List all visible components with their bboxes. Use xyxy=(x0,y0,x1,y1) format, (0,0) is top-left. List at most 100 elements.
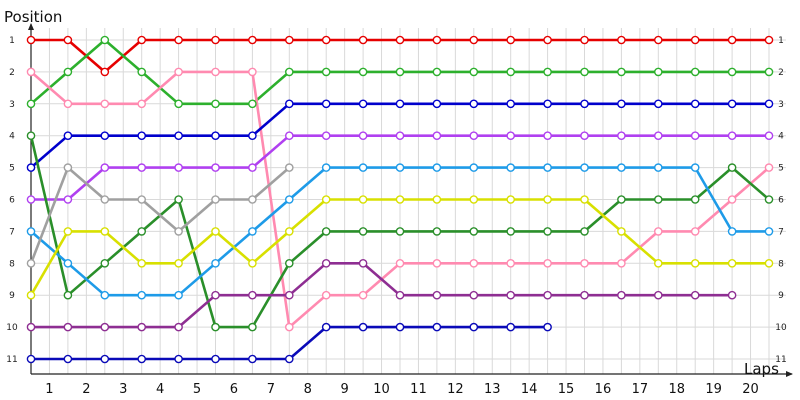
series-4-point xyxy=(211,131,220,140)
series-4-point xyxy=(284,99,294,109)
series-6-point xyxy=(727,163,737,172)
series-1-point xyxy=(358,35,368,45)
series-9-point xyxy=(211,195,220,204)
x-tick-label: 8 xyxy=(304,382,312,397)
x-tick-label: 13 xyxy=(484,382,501,397)
series-4-point xyxy=(395,99,405,109)
series-4-point xyxy=(580,99,589,109)
series-10-point xyxy=(358,258,368,268)
series-7-point xyxy=(137,290,146,300)
series-9-point xyxy=(174,227,183,236)
series-4-point xyxy=(506,99,516,109)
series-6-point xyxy=(248,322,257,332)
series-11-point xyxy=(358,322,368,332)
y-tick-label-left: 11 xyxy=(6,355,17,365)
series-1-point xyxy=(395,35,405,45)
x-tick-label: 6 xyxy=(230,382,238,397)
series-8-point xyxy=(211,227,220,236)
series-6-point xyxy=(654,195,663,204)
series-10-point xyxy=(211,290,220,300)
series-5-point xyxy=(690,131,700,140)
series-7-point xyxy=(506,163,516,172)
series-8-point xyxy=(284,227,294,236)
series-10-point xyxy=(26,322,36,332)
series-3-point xyxy=(506,258,516,268)
series-1-point xyxy=(432,35,442,45)
series-3-point xyxy=(321,290,331,300)
series-1-point xyxy=(506,35,516,45)
series-2-point xyxy=(395,67,405,77)
series-11-point xyxy=(506,322,516,332)
x-tick-label: 9 xyxy=(341,382,349,397)
series-1-point xyxy=(321,35,331,45)
series-4-point xyxy=(617,99,626,109)
series-6-point xyxy=(506,227,516,236)
series-8-point xyxy=(100,227,110,236)
series-1-point xyxy=(211,35,220,45)
series-6-point xyxy=(358,227,368,236)
series-5-point xyxy=(358,131,368,140)
series-11-point xyxy=(321,322,331,332)
y-tick-label-left: 5 xyxy=(9,164,15,174)
y-tick-label-left: 4 xyxy=(9,132,15,142)
y-tick-label-right: 5 xyxy=(778,164,784,174)
y-tick-label-right: 2 xyxy=(778,68,784,78)
series-7-point xyxy=(358,163,368,172)
y-tick-label-right: 4 xyxy=(778,132,784,142)
x-tick-label: 7 xyxy=(267,382,275,397)
y-tick-label-right: 10 xyxy=(775,323,787,333)
series-1-point xyxy=(63,35,73,45)
series-11-point xyxy=(432,322,442,332)
x-axis-arrow xyxy=(786,371,793,377)
series-1-point xyxy=(727,35,737,45)
series-line-9 xyxy=(29,166,291,265)
y-axis-title: Position xyxy=(4,8,62,26)
series-11-point xyxy=(63,354,73,364)
series-4-point xyxy=(654,99,663,109)
series-6-point xyxy=(137,227,146,236)
y-tick-label-left: 3 xyxy=(9,100,15,110)
series-11-point xyxy=(100,354,110,364)
series-2-point xyxy=(248,99,257,109)
series-10-point xyxy=(727,290,737,300)
series-5-point xyxy=(469,131,479,140)
series-3-point xyxy=(432,258,442,268)
series-2-point xyxy=(690,67,700,77)
series-7-point xyxy=(617,163,626,172)
series-7-point xyxy=(543,163,552,172)
y-tick-label-left: 8 xyxy=(9,259,15,269)
series-4-point xyxy=(26,163,36,172)
series-3-point xyxy=(26,67,36,77)
y-tick-label-right: 1 xyxy=(778,36,784,46)
series-2-point xyxy=(727,67,737,77)
series-4-point xyxy=(174,131,183,140)
series-1-point xyxy=(174,35,183,45)
series-3-point xyxy=(764,163,774,172)
series-6-point xyxy=(469,227,479,236)
series-4-point xyxy=(469,99,479,109)
series-3-point xyxy=(248,67,257,77)
series-6-point xyxy=(174,195,183,204)
series-3-point xyxy=(690,227,700,236)
series-7-point xyxy=(690,163,700,172)
series-6-point xyxy=(100,258,110,268)
series-5-point xyxy=(764,131,774,140)
series-4-point xyxy=(137,131,146,140)
series-11-point xyxy=(284,354,294,364)
series-8-point xyxy=(690,258,700,268)
series-5-point xyxy=(395,131,405,140)
series-8-point xyxy=(654,258,663,268)
series-11-point xyxy=(137,354,146,364)
series-5-point xyxy=(432,131,442,140)
series-1-point xyxy=(469,35,479,45)
series-6-point xyxy=(321,227,331,236)
series-4-point xyxy=(727,99,737,109)
series-11-point xyxy=(469,322,479,332)
series-7-point xyxy=(727,227,737,236)
x-tick-label: 12 xyxy=(447,382,464,397)
series-10-point xyxy=(174,322,183,332)
series-6-point xyxy=(26,131,36,140)
x-tick-label: 15 xyxy=(558,382,575,397)
